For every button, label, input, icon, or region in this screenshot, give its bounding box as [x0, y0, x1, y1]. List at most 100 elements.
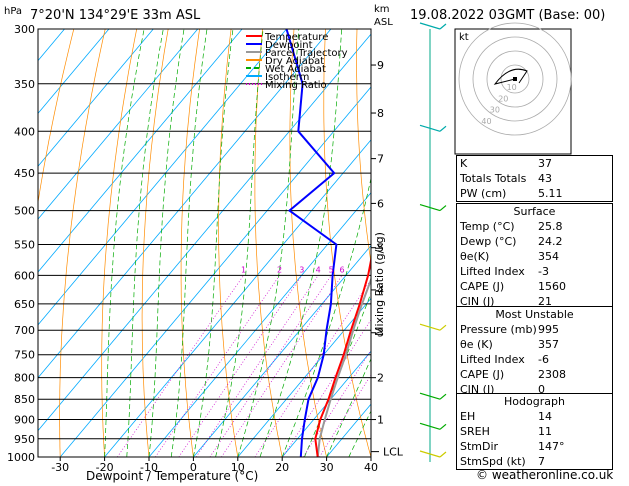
isotherm-line [38, 29, 199, 220]
surface-value: 354 [538, 250, 559, 263]
temp-tick-label: -10 [140, 461, 158, 474]
dry-adiabat-line [38, 29, 75, 205]
mu-value: 995 [538, 323, 559, 336]
isotherm-line [38, 29, 243, 273]
hodograph-frame [454, 28, 572, 155]
surface-label: CIN (J) [460, 295, 495, 308]
surface-table: Surface Temp (°C) 25.8 Dewp (°C) 24.2 θe(K… [456, 203, 613, 310]
pressure-tick-label: 800 [14, 372, 35, 385]
hodograph-unit-label: kt [459, 32, 469, 43]
x-axis-label: Dewpoint / Temperature (°C) [86, 469, 259, 483]
temp-tick-label: 0 [190, 461, 197, 474]
pressure-tick-label: 600 [14, 269, 35, 282]
mu-label: CIN (J) [460, 383, 495, 396]
plot-area [38, 29, 459, 457]
temp-tick-label: 10 [231, 461, 245, 474]
pressure-tick-label: 350 [14, 78, 35, 91]
mixing-ratio-line [221, 275, 343, 457]
mixing-ratio-label: 4 [316, 265, 321, 274]
wind-barb [439, 393, 447, 400]
hodograph-trace [493, 68, 528, 85]
hodograph-table: Hodograph EH 14 SREH 11 StmDir 147° StmSpd … [456, 393, 613, 470]
indices-table: K 37 Totals Totals 43 PW (cm) 5.11 [456, 155, 613, 202]
pressure-tick-label: 950 [14, 433, 35, 446]
pressure-tick-label: 700 [14, 324, 35, 337]
pressure-tick-label: 550 [14, 238, 35, 251]
hodograph-ring-label: 40 [481, 117, 491, 126]
pressure-tick-label: 450 [14, 167, 35, 180]
dry-adiabat-line [59, 29, 106, 457]
legend-label: Wet Adiabat [265, 64, 326, 75]
location-title: 7°20'N 134°29'E 33m ASL [30, 8, 201, 23]
hodo-value: 14 [538, 410, 552, 423]
hodograph-title: Hodograph [504, 395, 565, 408]
surface-label: Dewp (°C) [460, 235, 517, 248]
isotherm-line [237, 297, 371, 457]
mu-label: CAPE (J) [460, 368, 505, 381]
km-tick-label: 1 [377, 414, 384, 427]
wind-barb [439, 23, 447, 30]
legend-label: Temperature [264, 32, 328, 43]
wind-barb [419, 22, 441, 30]
pw-label: PW (cm) [460, 187, 507, 200]
mu-value: 357 [538, 338, 559, 351]
pw-value: 5.11 [538, 187, 563, 200]
index-row-k: K 37 [457, 156, 612, 171]
mixing-ratio-line [254, 278, 371, 457]
isotherm-line [38, 29, 154, 167]
isotherm-line [59, 86, 371, 457]
temp-tick-label: 40 [364, 461, 378, 474]
km-tick-label: 6 [377, 197, 384, 210]
wind-barb [419, 204, 441, 212]
hodo-label: SREH [460, 425, 490, 438]
wind-barb [439, 125, 447, 132]
legend-label: Isotherm [265, 72, 309, 83]
hodograph-ring [472, 36, 558, 122]
dry-adiabat-line [254, 29, 283, 457]
wet-adiabat-line [170, 29, 208, 457]
surface-title: Surface [513, 205, 556, 218]
wind-barb [439, 205, 447, 212]
pressure-tick-label: 750 [14, 349, 35, 362]
mixing-ratio-label: 3 [299, 265, 304, 274]
lcl-label: LCL [383, 446, 404, 459]
temp-tick-label: -30 [51, 461, 69, 474]
index-row-tt: Totals Totals 43 [457, 171, 612, 186]
temp-tick-label: 20 [275, 461, 289, 474]
most-unstable-title: Most Unstable [495, 308, 574, 321]
mixing-ratio-line [155, 275, 280, 457]
isotherm-line [38, 29, 287, 326]
plot-frame [37, 28, 372, 458]
wind-barb [419, 124, 441, 132]
tt-label: Totals Totals [460, 172, 527, 185]
mu-value: 2308 [538, 368, 566, 381]
wind-barb [439, 324, 447, 331]
tt-value: 43 [538, 172, 552, 185]
hpa-unit: hPa [4, 6, 23, 17]
km-tick-label: 7 [377, 153, 384, 166]
wet-adiabat-line [237, 29, 300, 457]
pressure-tick-label: 1000 [7, 451, 35, 464]
dry-adiabat-line [141, 29, 169, 457]
hodo-value: 11 [538, 425, 552, 438]
hodograph-ring-label: 30 [490, 106, 500, 115]
credit-text: © weatheronline.co.uk [476, 468, 614, 482]
asl-unit: ASL [374, 17, 393, 28]
mixing-ratio-line [195, 275, 319, 457]
km-tick-label: 5 [377, 242, 384, 255]
wind-barb [419, 323, 441, 331]
hodograph-ring-label: 20 [498, 94, 508, 103]
mixing-ratio-label: 1 [241, 265, 246, 274]
dry-adiabat-line [388, 29, 459, 457]
mixing-ratio-label: 2 [277, 265, 282, 274]
legend-label: Mixing Ratio [265, 80, 327, 91]
mixing-ratio-line [209, 275, 332, 457]
isotherm-line [38, 29, 332, 379]
temperature-line [314, 255, 371, 457]
legend-label: Dry Adiabat [265, 56, 324, 67]
surface-value: 24.2 [538, 235, 563, 248]
mixing-ratio-line [178, 275, 303, 457]
km-tick-label: 4 [377, 284, 384, 297]
hodograph-ring [500, 64, 530, 94]
surface-label: Lifted Index [460, 265, 525, 278]
